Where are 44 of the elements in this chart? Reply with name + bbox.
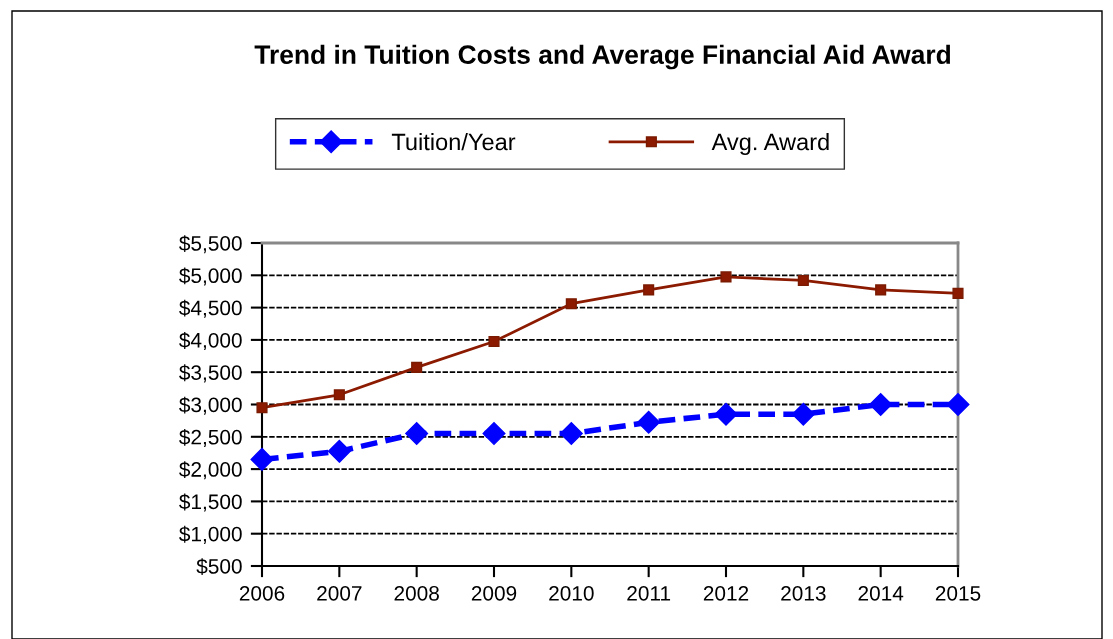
point [405, 422, 429, 446]
point [482, 422, 506, 446]
x-tick-label: 2013 [781, 585, 826, 601]
x-tick-label: 2010 [549, 585, 594, 601]
y-tick-label: $4,000 [179, 332, 242, 351]
point [488, 335, 500, 348]
point [714, 402, 738, 426]
point [637, 410, 661, 434]
chart-title: Trend in Tuition Costs and Average Financial Aid Award [254, 44, 951, 70]
x-tick-label: 2008 [394, 585, 439, 601]
y-tick-label: $2,000 [179, 461, 242, 480]
y-tick-label: $1,000 [179, 525, 242, 544]
x-tick-label: 2011 [627, 585, 671, 601]
point [791, 402, 815, 426]
point [643, 284, 655, 296]
point [327, 439, 351, 463]
point [250, 447, 274, 471]
point [333, 389, 345, 401]
x-tick-label: 2014 [858, 585, 904, 601]
point [720, 271, 732, 283]
y-tick-label: $1,500 [179, 493, 242, 512]
point [946, 393, 970, 416]
legend-label: Tuition/Year [391, 132, 516, 151]
x-tick-label: 2006 [239, 585, 285, 601]
x-tick-label: 2012 [703, 585, 749, 601]
y-tick-label: $4,500 [179, 299, 242, 318]
point [565, 298, 577, 310]
x-tick-label: 2009 [471, 585, 517, 601]
point [256, 402, 268, 414]
point [411, 361, 423, 373]
x-tick-label: 2007 [317, 585, 362, 601]
y-tick-label: $3,500 [179, 364, 242, 383]
point [875, 284, 887, 296]
legend-label: Avg. Award [711, 132, 829, 155]
y-tick-label: $500 [196, 558, 242, 575]
y-tick-label: $5,000 [179, 267, 242, 286]
x-tick-label: 2015 [935, 585, 981, 601]
point [952, 287, 964, 299]
y-tick-label: $5,500 [179, 235, 242, 254]
y-tick-label: $3,000 [179, 396, 242, 415]
y-tick-label: $2,500 [179, 428, 242, 448]
point [797, 274, 809, 287]
point [559, 422, 583, 446]
point [869, 393, 893, 416]
